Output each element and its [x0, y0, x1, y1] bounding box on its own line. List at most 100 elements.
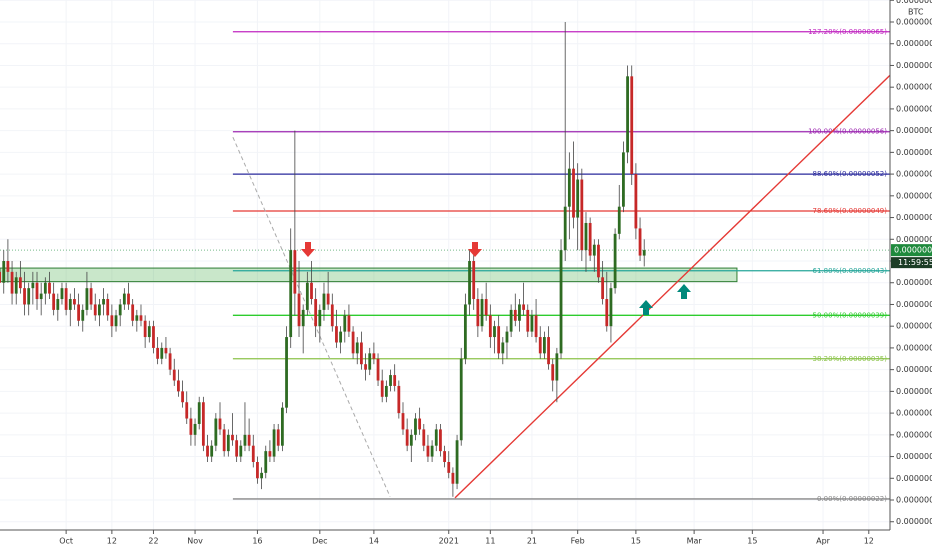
y-tick-label: 0.00000040 — [896, 300, 932, 309]
candle-body — [364, 364, 367, 370]
candle-body — [206, 445, 209, 457]
candle-body — [39, 293, 43, 300]
candle-body — [102, 299, 105, 305]
fib-label: 0.00%(0.00000022) — [817, 495, 887, 503]
candle-body — [430, 445, 434, 457]
candle-body — [463, 304, 467, 359]
candle-body — [0, 271, 1, 283]
candle-body — [143, 320, 147, 338]
y-tick-label: 0.00000022 — [896, 496, 932, 505]
candle-body — [459, 358, 463, 441]
candle-body — [638, 228, 642, 256]
x-tick-label: 15 — [747, 537, 757, 546]
candle-body — [60, 288, 64, 300]
fib-label: 100.00%(0.00000056) — [808, 128, 887, 136]
fib-label: 50.00%(0.00000039) — [813, 311, 888, 319]
y-tick-label: 0.00000038 — [896, 322, 932, 331]
candle-body — [351, 331, 355, 354]
candle-body — [347, 315, 351, 332]
candle-body — [247, 434, 251, 446]
candle-body — [592, 244, 596, 256]
candle-body — [6, 261, 10, 272]
y-tick-label: 0.00000064 — [896, 39, 932, 48]
candle-body — [272, 429, 276, 457]
candle-body — [122, 293, 126, 305]
candle-body — [85, 288, 89, 310]
x-tick-label: Mar — [687, 537, 703, 546]
y-tick-label: 0.00000048 — [896, 213, 932, 222]
candle-body — [27, 288, 31, 305]
candle-body — [642, 250, 646, 256]
candle-body — [305, 282, 309, 310]
x-tick-label: 12 — [864, 537, 874, 546]
y-tick-label: 0.00000032 — [896, 387, 932, 396]
candle-body — [222, 429, 226, 452]
candle-body — [135, 315, 139, 321]
y-tick-label: 0.00000062 — [896, 61, 932, 70]
candle-body — [77, 304, 81, 321]
candle-body — [251, 445, 255, 462]
y-tick-label: 0.00000060 — [896, 83, 932, 92]
candle-body — [326, 293, 330, 305]
y-tick-label: 0.00000050 — [896, 191, 932, 200]
candle-body — [513, 309, 517, 321]
candle-body — [493, 326, 496, 338]
fib-label: 88.60%(0.00000052) — [813, 170, 888, 178]
candle-body — [339, 331, 343, 343]
candle-body — [634, 174, 638, 229]
y-tick-label: 0.00000026 — [896, 452, 932, 461]
candle-body — [613, 233, 617, 289]
candle-body — [293, 250, 297, 294]
candle-body — [181, 391, 184, 403]
candle-body — [10, 271, 14, 294]
x-tick-label: 11 — [485, 537, 495, 546]
x-tick-label: Oct — [59, 537, 73, 546]
candle-body — [518, 304, 521, 321]
candle-body — [193, 423, 197, 435]
candle-body — [73, 299, 76, 305]
candle-body — [280, 407, 284, 446]
candle-body — [285, 337, 288, 408]
candle-body — [522, 304, 526, 310]
candle-body — [147, 326, 151, 338]
candle-body — [93, 304, 97, 316]
y-tick-label: 0.00000042 — [896, 278, 932, 287]
candle-body — [397, 385, 401, 414]
y-tick-label: 0.00000028 — [896, 430, 932, 439]
candle-body — [185, 402, 189, 419]
candle-body — [289, 250, 293, 338]
x-tick-label: 2021 — [439, 537, 459, 546]
candle-body — [114, 315, 118, 327]
candle-body — [580, 179, 584, 251]
trendline — [232, 136, 391, 497]
y-tick-label: 0.00000034 — [896, 365, 932, 374]
candle-body — [526, 309, 530, 332]
last-price-label: 0.00000045 — [894, 246, 932, 255]
candle-body — [226, 434, 230, 452]
candle-body — [530, 315, 534, 332]
candle-body — [538, 337, 542, 354]
candle-body — [563, 206, 567, 251]
candle-body — [201, 402, 205, 446]
candle-body — [434, 429, 438, 446]
candle-body — [106, 299, 110, 316]
candle-body — [97, 304, 101, 316]
candle-body — [18, 277, 22, 289]
trendline — [454, 74, 891, 499]
candle-body — [418, 418, 422, 430]
candle-body — [488, 315, 492, 338]
candle-body — [276, 429, 280, 446]
candle-body — [89, 288, 93, 305]
candle-body — [243, 434, 247, 446]
x-tick-label: 12 — [107, 537, 117, 546]
candle-body — [588, 222, 592, 256]
candle-body — [447, 461, 451, 473]
candle-body — [14, 277, 18, 294]
up-arrow — [639, 300, 653, 315]
candle-body — [576, 179, 580, 218]
candle-body — [368, 353, 372, 370]
candle-body — [164, 347, 168, 354]
candle-body — [626, 76, 629, 153]
